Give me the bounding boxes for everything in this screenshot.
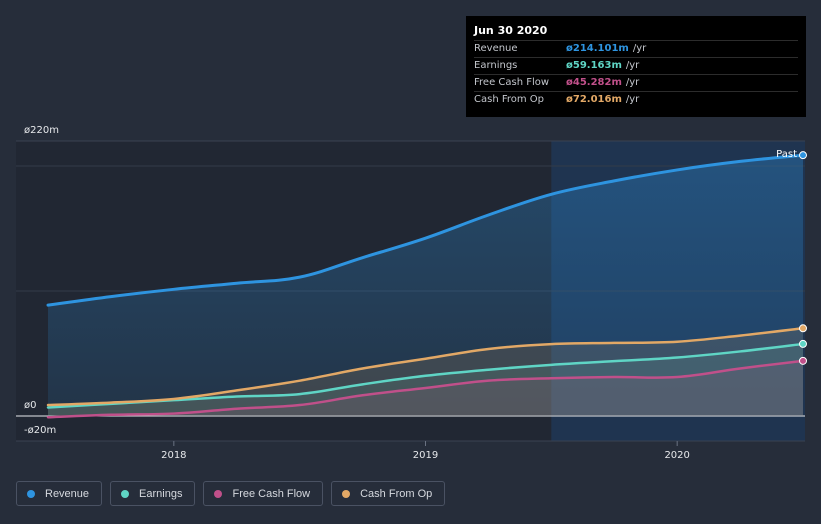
cash-from-op-end-point [799, 324, 807, 333]
legend-item-revenue[interactable]: Revenue [16, 481, 103, 506]
tooltip-value: ø72.016m [566, 94, 622, 105]
x-tick-label: 2019 [413, 450, 438, 461]
legend-dot-icon [214, 489, 223, 498]
tooltip-label: Cash From Op [474, 94, 545, 105]
y-tick-label: ø220m [24, 125, 59, 136]
tooltip-row-cash-from-op: Cash From Op ø72.016m /yr [474, 91, 798, 108]
y-tick-label: -ø20m [24, 425, 56, 436]
legend-dot-icon [121, 489, 130, 498]
legend-dot-icon [27, 489, 35, 498]
tooltip-label: Free Cash Flow [474, 77, 550, 88]
cash-from-op-line [46, 327, 805, 407]
tooltip-unit: /yr [625, 60, 640, 71]
tooltip-row-earnings: Earnings ø59.163m /yr [474, 57, 798, 74]
legend-label: Revenue [45, 487, 90, 500]
y-tick-label: ø0 [24, 400, 36, 411]
tooltip-unit: /yr [625, 94, 640, 105]
x-tick-label: 2020 [664, 450, 689, 461]
legend-item-cash-from-op[interactable]: Cash From Op [331, 481, 446, 506]
revenue-area [48, 155, 803, 417]
legend-label: Earnings [139, 487, 183, 500]
legend-item-free-cash-flow[interactable]: Free Cash Flow [203, 481, 324, 506]
revenue-end-point [799, 151, 807, 160]
legend: Revenue Earnings Free Cash Flow Cash Fro… [16, 481, 446, 506]
legend-item-earnings[interactable]: Earnings [110, 481, 196, 506]
cash-from-op-area [48, 328, 803, 416]
free-cash-flow-line [46, 359, 805, 419]
x-tick-label: 2018 [161, 450, 186, 461]
past-label: Past [776, 149, 797, 160]
tooltip-unit: /yr [625, 77, 640, 88]
tooltip-value: ø45.282m [566, 77, 622, 88]
tooltip-date: Jun 30 2020 [474, 24, 548, 37]
tooltip-label: Earnings [474, 60, 518, 71]
free-cash-flow-end-point [799, 356, 807, 365]
legend-label: Cash From Op [360, 487, 433, 500]
tooltip-row-revenue: Revenue ø214.101m /yr [474, 40, 798, 57]
tooltip-panel: Jun 30 2020 Revenue ø214.101m /yr Earnin… [466, 16, 806, 117]
tooltip-unit: /yr [632, 43, 647, 54]
tooltip-row-free-cash-flow: Free Cash Flow ø45.282m /yr [474, 74, 798, 91]
tooltip-label: Revenue [474, 43, 518, 54]
tooltip-value: ø59.163m [566, 60, 622, 71]
legend-dot-icon [342, 489, 351, 498]
tooltip-value: ø214.101m [566, 43, 629, 54]
earnings-end-point [799, 339, 807, 348]
legend-label: Free Cash Flow [232, 487, 311, 500]
revenue-line [46, 153, 805, 307]
